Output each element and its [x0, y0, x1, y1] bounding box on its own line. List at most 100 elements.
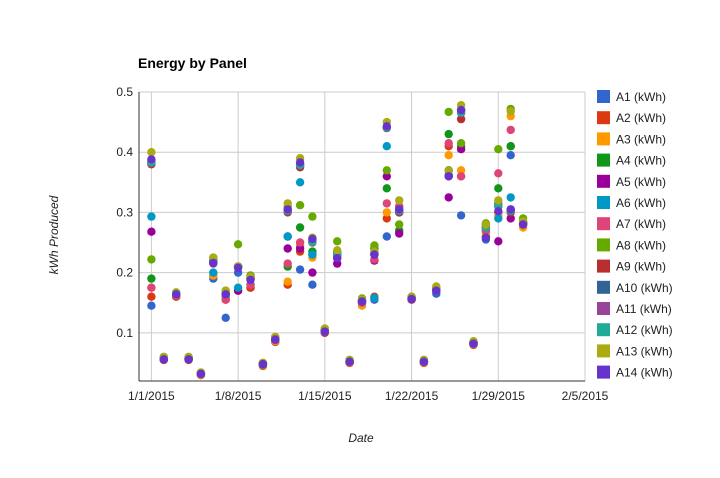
data-point: [308, 268, 317, 277]
data-point: [295, 265, 305, 274]
data-point: [456, 105, 466, 115]
data-point: [308, 250, 317, 259]
data-point: [444, 107, 453, 117]
legend-item: A3 (kWh): [597, 132, 666, 146]
legend-swatch: [597, 111, 610, 125]
data-point: [209, 258, 218, 268]
data-point: [308, 234, 317, 244]
series-14: [147, 105, 528, 378]
data-point: [283, 232, 292, 241]
x-tick-label: 1/15/2015: [298, 389, 352, 403]
data-point: [506, 142, 515, 151]
legend-label: A3 (kWh): [616, 132, 666, 146]
legend-item: A7 (kWh): [597, 217, 666, 231]
legend-label: A13 (kWh): [616, 344, 673, 358]
data-point: [233, 283, 243, 292]
data-point: [147, 155, 156, 164]
data-point: [184, 355, 193, 364]
data-point: [382, 184, 391, 193]
data-point: [444, 129, 453, 139]
data-point: [320, 327, 329, 336]
data-point: [494, 207, 503, 216]
legend-label: A12 (kWh): [616, 323, 673, 337]
legend-swatch: [597, 132, 610, 146]
x-tick-label: 1/29/2015: [472, 389, 526, 403]
data-point: [370, 241, 379, 250]
legend-label: A5 (kWh): [616, 175, 666, 189]
data-point: [295, 178, 305, 187]
data-point: [456, 172, 466, 181]
data-point: [147, 283, 156, 292]
legend-item: A12 (kWh): [597, 323, 673, 337]
data-point: [246, 275, 255, 285]
data-point: [456, 139, 466, 148]
data-point: [147, 212, 156, 221]
legend-item: A6 (kWh): [597, 196, 666, 210]
legend-item: A5 (kWh): [597, 174, 666, 189]
data-point: [506, 193, 515, 202]
data-point: [147, 292, 156, 301]
data-point: [258, 359, 268, 369]
data-point: [333, 254, 342, 263]
data-point: [370, 293, 379, 303]
data-point: [283, 259, 292, 268]
y-tick-label: 0.2: [116, 266, 133, 280]
data-point: [456, 114, 466, 124]
data-point: [147, 274, 156, 283]
legend-swatch: [597, 238, 610, 252]
legend-item: A1 (kWh): [597, 90, 666, 104]
legend-swatch: [597, 153, 610, 167]
data-point: [159, 355, 168, 364]
legend-swatch: [597, 217, 610, 231]
x-tick-label: 1/8/2015: [215, 389, 262, 403]
data-point: [382, 142, 391, 151]
legend-item: A9 (kWh): [597, 259, 666, 274]
legend-label: A1 (kWh): [616, 90, 666, 104]
data-point: [494, 196, 503, 205]
x-axis-label: Date: [348, 431, 374, 445]
legend-item: A10 (kWh): [597, 280, 673, 295]
data-point: [481, 220, 491, 229]
data-point: [295, 244, 305, 253]
data-point: [481, 233, 491, 242]
data-point: [370, 250, 379, 259]
legend-label: A10 (kWh): [616, 281, 673, 295]
data-point: [395, 205, 404, 214]
data-point: [283, 244, 292, 253]
legend-swatch: [597, 196, 610, 209]
data-point: [518, 220, 528, 229]
data-point: [295, 201, 305, 210]
data-point: [382, 199, 391, 208]
data-point: [382, 232, 391, 241]
legend-item: A13 (kWh): [597, 344, 673, 358]
legend-label: A14 (kWh): [616, 366, 673, 380]
data-point: [308, 280, 317, 289]
legend-swatch: [597, 280, 610, 294]
data-point: [506, 151, 515, 160]
data-point: [382, 172, 391, 181]
data-point: [196, 369, 206, 378]
data-point: [444, 166, 453, 175]
data-point: [494, 214, 503, 223]
axes: 0.1 0.2 0.3 0.4 0.5 1/1/2015 1/8/2015 1/15/2015…: [116, 85, 608, 403]
data-point: [295, 158, 305, 167]
legend-swatch: [597, 344, 610, 358]
y-tick-label: 0.3: [116, 205, 133, 219]
data-point: [147, 301, 156, 310]
data-point: [444, 139, 453, 148]
data-point: [494, 169, 503, 178]
x-tick-label: 2/5/2015: [562, 389, 609, 403]
data-point: [271, 335, 280, 344]
data-point: [506, 205, 515, 214]
legend-item: A8 (kWh): [597, 238, 666, 252]
data-point: [432, 286, 441, 295]
legend-swatch: [597, 302, 610, 315]
legend-swatch: [597, 90, 610, 103]
legend-label: A8 (kWh): [616, 238, 666, 252]
legend-label: A2 (kWh): [616, 111, 666, 125]
x-tick-label: 1/22/2015: [385, 389, 439, 403]
data-point: [506, 214, 515, 223]
data-point: [221, 313, 230, 322]
legend-label: A11 (kWh): [616, 302, 672, 316]
